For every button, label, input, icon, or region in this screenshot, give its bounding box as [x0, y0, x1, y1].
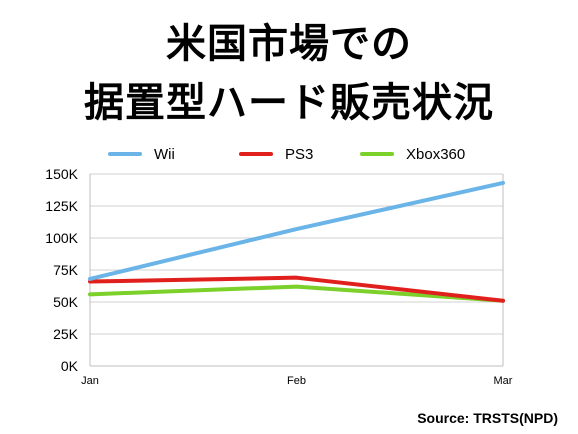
y-tick-label: 150K: [45, 166, 78, 182]
legend-label-wii: Wii: [154, 146, 175, 163]
y-tick-label: 50K: [53, 294, 79, 310]
source-note: Source: TRSTS(NPD): [417, 410, 558, 426]
legend-label-ps3: PS3: [285, 146, 313, 163]
x-tick-label: Mar: [494, 375, 513, 387]
y-tick-label: 100K: [45, 230, 78, 246]
legend-label-xbox360: Xbox360: [406, 146, 465, 163]
series-line-ps3: [88, 275, 505, 303]
series-line-wii: [88, 180, 505, 281]
chart-title-line-1: 米国市場での: [166, 21, 412, 67]
x-tick-label: Feb: [287, 375, 306, 387]
y-tick-label: 125K: [45, 198, 78, 214]
y-tick-label: 25K: [53, 326, 79, 342]
series-line-xbox360: [88, 284, 505, 303]
y-tick-label: 75K: [53, 262, 79, 278]
y-tick-label: 0K: [61, 358, 79, 374]
x-tick-label: Jan: [81, 375, 99, 387]
chart-title-line-2: 据置型ハード販売状況: [84, 80, 494, 126]
